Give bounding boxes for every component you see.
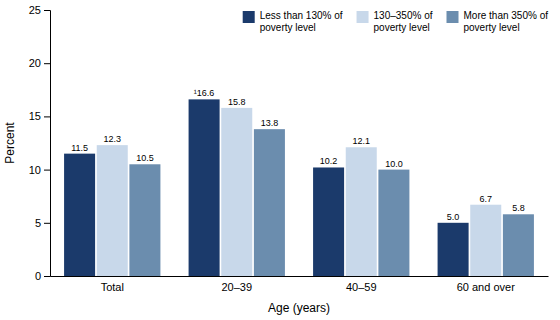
tick-mark — [44, 116, 50, 117]
data-label: 10.2 — [320, 156, 338, 166]
x-tick: 40–59 — [346, 281, 377, 293]
tick-label: 20 — [29, 57, 41, 69]
data-label: 13.8 — [261, 118, 279, 128]
tick-label: 10 — [29, 164, 41, 176]
x-axis: Total 20–39 40–59 60 and over — [51, 277, 549, 293]
chart: 11.5 ¹16.6 10.2 5.0 12.3 15.8 12.1 6.7 10.5 13.8 1… — [0, 0, 560, 320]
legend-swatch — [447, 11, 459, 23]
data-label: 5.8 — [512, 203, 525, 213]
y-tick: 20 — [29, 57, 50, 69]
tick-mark — [44, 276, 50, 277]
tick-label: 0 — [35, 270, 41, 282]
y-tick: 0 — [35, 270, 50, 282]
tick-mark — [44, 10, 50, 11]
y-axis-title: Percent — [3, 122, 17, 164]
data-label: 5.0 — [447, 212, 460, 222]
bar — [221, 108, 252, 276]
y-tick: 10 — [29, 164, 50, 176]
data-label: 10.0 — [385, 159, 403, 169]
bar — [470, 205, 501, 276]
legend-label: More than 350% ofpoverty level — [464, 10, 549, 33]
data-label: 12.1 — [352, 136, 370, 146]
x-tick: 20–39 — [221, 281, 252, 293]
data-label: 6.7 — [479, 194, 492, 204]
bar — [189, 99, 220, 276]
legend-item: More than 350% ofpoverty level — [447, 10, 549, 33]
bar — [346, 147, 377, 276]
tick-label: 15 — [29, 110, 41, 122]
bar — [64, 154, 95, 276]
x-tick: Total — [101, 281, 124, 293]
legend-swatch — [357, 11, 369, 23]
data-label: ¹16.6 — [194, 88, 215, 98]
tick-label: 20–39 — [221, 281, 252, 293]
y-tick: 15 — [29, 110, 50, 122]
tick-mark — [44, 223, 50, 224]
tick-label: 25 — [29, 4, 41, 16]
x-tick: 60 and over — [457, 281, 515, 293]
data-labels: 11.5 ¹16.6 10.2 5.0 12.3 15.8 12.1 6.7 10.5 13.8 1… — [71, 88, 524, 221]
legend-label: Less than 130% ofpoverty level — [260, 10, 343, 33]
data-label: 15.8 — [228, 97, 246, 107]
bar — [378, 170, 409, 276]
axis-line — [44, 11, 51, 277]
legend-item: 130–350% ofpoverty level — [357, 10, 433, 33]
tick-label: 60 and over — [457, 281, 515, 293]
tick-label: 40–59 — [346, 281, 377, 293]
bar — [438, 223, 469, 276]
tick-mark — [44, 63, 50, 64]
x-axis-title: Age (years) — [268, 301, 330, 315]
legend-item: Less than 130% ofpoverty level — [243, 10, 343, 33]
tick-label: 5 — [35, 217, 41, 229]
bar — [129, 164, 160, 276]
tick-label: Total — [101, 281, 124, 293]
data-label: 12.3 — [103, 134, 121, 144]
data-label: 11.5 — [71, 143, 88, 153]
axis-line — [51, 276, 549, 277]
legend-swatch — [243, 11, 255, 23]
bar — [254, 129, 285, 276]
plot: 11.5 ¹16.6 10.2 5.0 12.3 15.8 12.1 6.7 10.5 13.8 1… — [29, 4, 549, 293]
y-tick: 5 — [35, 217, 50, 229]
y-tick: 25 — [29, 4, 50, 16]
bar — [313, 167, 344, 276]
tick-mark — [44, 170, 50, 171]
legend: Less than 130% ofpoverty level 130–350% o… — [243, 10, 549, 33]
bar — [97, 145, 128, 276]
legend-label: 130–350% ofpoverty level — [374, 10, 433, 33]
bars — [64, 99, 534, 276]
data-label: 10.5 — [136, 153, 154, 163]
y-axis: 0 5 10 15 20 25 — [29, 4, 51, 282]
bar — [503, 214, 534, 276]
